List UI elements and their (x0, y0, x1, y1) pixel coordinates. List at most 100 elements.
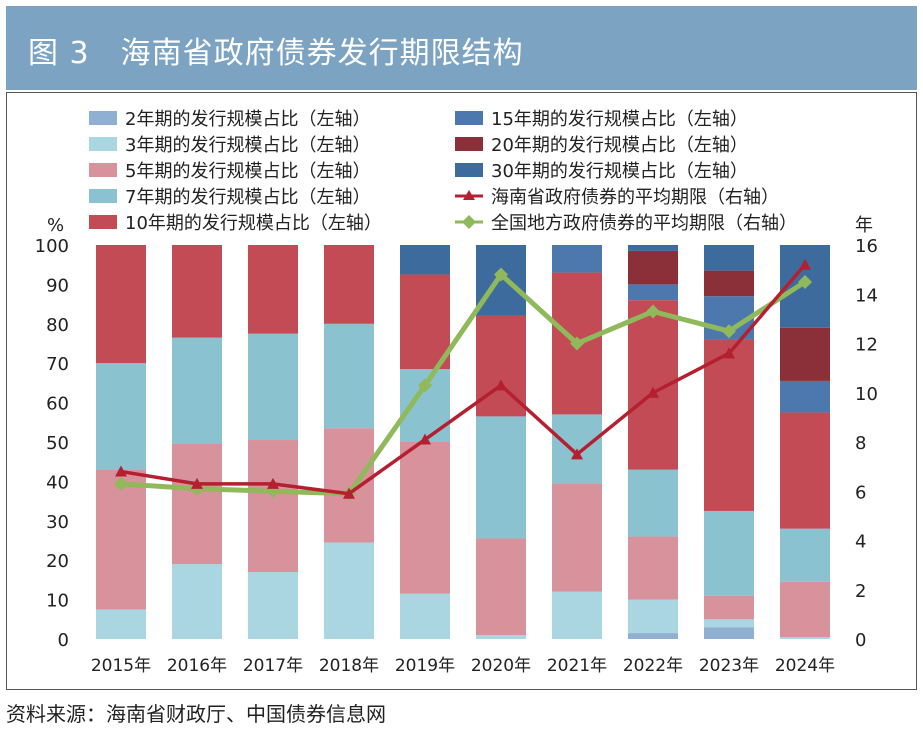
left-axis-tick-label: 20 (46, 551, 69, 572)
legend-label-1: 3年期的发行规模占比（左轴） (125, 135, 370, 156)
bar-2019年-series-1 (400, 593, 450, 639)
legend-label-2: 5年期的发行规模占比（左轴） (125, 161, 370, 182)
bar-2017年-series-4 (248, 245, 298, 334)
legend-label-4: 10年期的发行规模占比（左轴） (125, 213, 382, 234)
bar-2023年-series-7 (704, 245, 754, 271)
x-axis-label-2019年: 2019年 (395, 656, 455, 676)
legend-label-7: 30年期的发行规模占比（左轴） (491, 161, 748, 182)
x-axis-label-2017年: 2017年 (243, 656, 303, 676)
legend-swatch-0 (89, 111, 117, 125)
bar-2024年-series-1 (780, 637, 830, 639)
bar-2018年-series-4 (324, 245, 374, 324)
bar-2015年-series-3 (96, 363, 146, 470)
left-axis-tick-label: 30 (46, 512, 69, 533)
line-point-0-2018年 (343, 487, 355, 499)
bar-2016年-series-1 (172, 564, 222, 639)
left-axis-tick-label: 0 (58, 630, 69, 651)
bar-2017年-series-1 (248, 572, 298, 639)
bar-2023年-series-2 (704, 595, 754, 620)
legend-label-3: 7年期的发行规模占比（左轴） (125, 187, 370, 208)
line-point-0-2021年 (571, 448, 583, 460)
right-axis-tick-label: 10 (855, 384, 878, 405)
line-point-0-2015年 (115, 465, 127, 477)
bar-2022年-series-2 (628, 536, 678, 600)
right-axis-tick-label: 16 (855, 236, 878, 257)
legend-swatch-5 (455, 111, 483, 125)
legend-swatch-1 (89, 137, 117, 151)
line-point-0-2022年 (647, 386, 659, 398)
x-axis-label-2016年: 2016年 (167, 656, 227, 676)
left-axis-tick-label: 10 (46, 591, 69, 612)
line-point-1-2020年 (494, 267, 508, 282)
bar-2017年-series-3 (248, 333, 298, 441)
left-axis-tick-label: 50 (46, 433, 69, 454)
line-point-1-2022年 (646, 304, 660, 319)
bar-2018年-series-3 (324, 323, 374, 429)
right-axis-tick-label: 0 (855, 630, 866, 651)
bar-2018年-series-1 (324, 542, 374, 639)
bar-2022年-series-5 (628, 284, 678, 301)
x-axis-label-2020年: 2020年 (471, 656, 531, 676)
legend-marker-line0 (463, 190, 475, 200)
line-point-0-2023年 (723, 347, 735, 359)
right-axis-unit: 年 (855, 215, 873, 236)
x-axis-label-2022年: 2022年 (623, 656, 683, 676)
right-axis-tick-label: 4 (855, 532, 866, 553)
right-axis-tick-label: 6 (855, 482, 866, 503)
x-axis-label-2015年: 2015年 (91, 656, 151, 676)
legend-swatch-3 (89, 189, 117, 203)
bar-2016年-series-3 (172, 337, 222, 444)
left-axis-tick-label: 40 (46, 472, 69, 493)
bar-2022年-series-0 (628, 633, 678, 639)
bar-2022年-series-7 (628, 245, 678, 251)
line-point-0-2016年 (191, 477, 203, 489)
bar-2022年-series-1 (628, 599, 678, 634)
series-line-1 (120, 272, 807, 497)
left-axis-tick-label: 60 (46, 394, 69, 415)
x-axis-label-2018年: 2018年 (319, 656, 379, 676)
legend-marker-line1 (462, 215, 476, 229)
bar-2024年-series-5 (780, 380, 830, 413)
bar-2020年-series-3 (476, 416, 526, 539)
chart-title: 图 3 海南省政府债券发行期限结构 (28, 36, 524, 71)
legend-label-6: 20年期的发行规模占比（左轴） (491, 135, 748, 156)
legend-label-0: 2年期的发行规模占比（左轴） (125, 109, 370, 130)
bar-2023年-series-6 (704, 270, 754, 297)
line-point-1-2015年 (114, 476, 128, 491)
bar-2016年-series-2 (172, 443, 222, 565)
source-note: 资料来源：海南省财政厅、中国债券信息网 (6, 702, 386, 726)
bar-2015年-series-2 (96, 469, 146, 610)
bar-2024年-series-6 (780, 327, 830, 381)
legend-label-line0: 海南省政府债券的平均期限（右轴） (491, 187, 779, 208)
line-point-1-2019年 (418, 378, 432, 393)
title-bar: 图 3 海南省政府债券发行期限结构 (6, 6, 917, 90)
stacked-bar-line-chart: 0 10 20 30 40 50 60 70 80 90 100% 0 2 4 6 8 10 12 14 16年 201… (35, 109, 878, 676)
bar-2024年-series-3 (780, 528, 830, 582)
line-point-1-2021年 (570, 336, 584, 351)
line-point-0-2017年 (267, 477, 279, 489)
bar-2023年-series-1 (704, 619, 754, 628)
bar-2019年-series-7 (400, 245, 450, 275)
right-axis-tick-label: 12 (855, 335, 878, 356)
left-axis-tick-label: 70 (46, 354, 69, 375)
bar-2023年-series-0 (704, 627, 754, 639)
line-point-0-2020年 (495, 379, 507, 391)
line-point-0-2019年 (419, 433, 431, 445)
left-axis-tick-label: 90 (46, 275, 69, 296)
left-axis-tick-label: 80 (46, 315, 69, 336)
bar-2019年-series-2 (400, 442, 450, 594)
line-point-1-2023年 (722, 324, 736, 339)
bar-2022年-series-3 (628, 469, 678, 537)
bar-2024年-series-4 (780, 412, 830, 529)
line-point-0-2024年 (799, 258, 811, 270)
bar-2020年-series-1 (476, 635, 526, 639)
legend-label-5: 15年期的发行规模占比（左轴） (491, 109, 748, 130)
legend-swatch-6 (455, 137, 483, 151)
left-axis-unit: % (47, 215, 64, 236)
legend-label-line1: 全国地方政府债券的平均期限（右轴） (491, 213, 797, 234)
bar-2021年-series-1 (552, 591, 602, 639)
bar-2018年-series-2 (324, 428, 374, 543)
chart-frame: 0 10 20 30 40 50 60 70 80 90 100% 0 2 4 6 8 10 12 14 16 年 201… (6, 92, 917, 690)
bar-2022年-series-6 (628, 250, 678, 285)
bar-2019年-series-4 (400, 274, 450, 370)
